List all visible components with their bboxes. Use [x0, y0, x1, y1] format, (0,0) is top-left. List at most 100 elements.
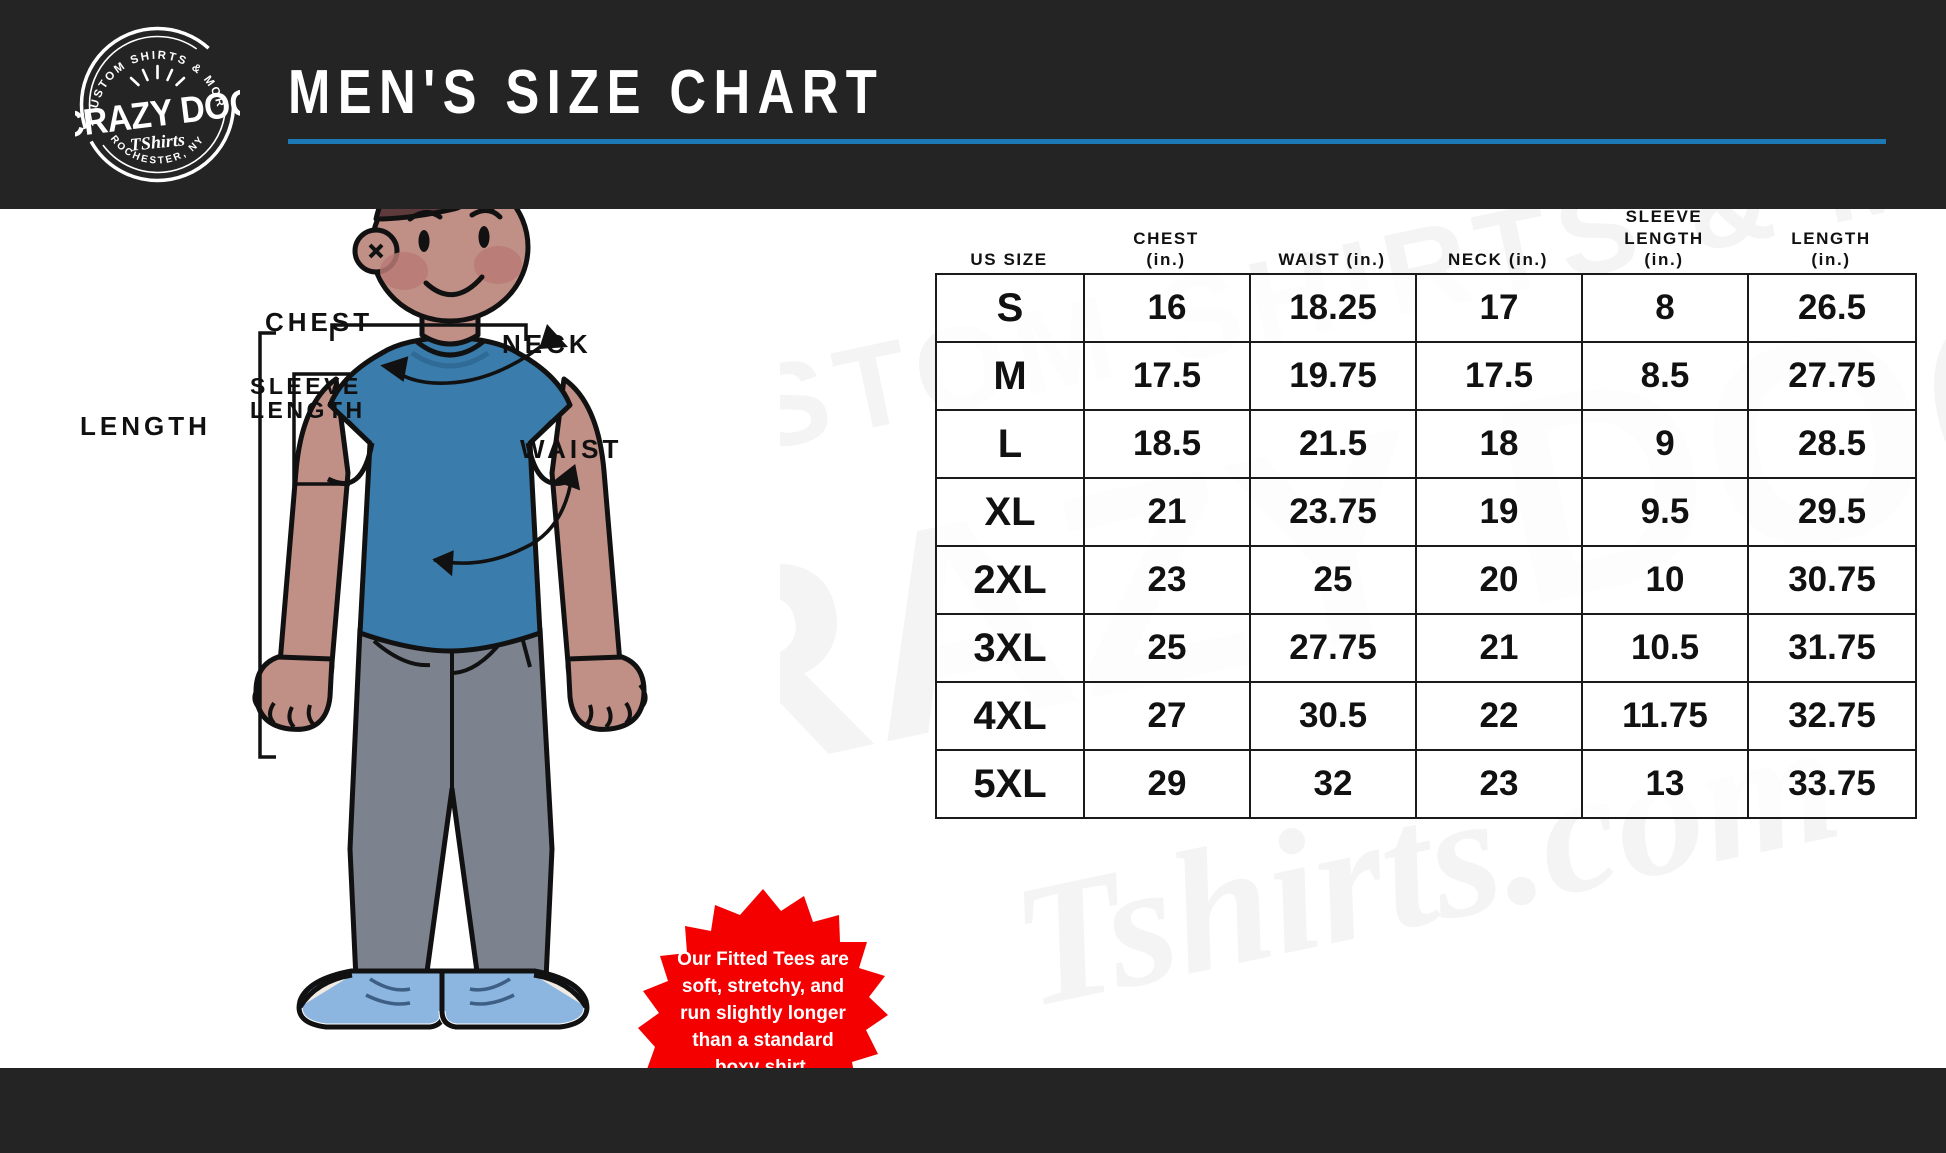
cell-neck: 21: [1415, 613, 1583, 683]
header-text-sleeve-length: SLEEVE LENGTH (in.): [1581, 209, 1747, 271]
cell-neck: 20: [1415, 545, 1583, 615]
page-header: CUSTOM SHIRTS & MORE ROCHESTER, NY CRAZY…: [0, 0, 1946, 209]
column-header-neck: NECK (in.): [1415, 209, 1581, 271]
cell-waist: 27.75: [1249, 613, 1417, 683]
table-row: 3XL 25 27.75 21 10.5 31.75: [935, 613, 1917, 683]
header-line: LENGTH: [1624, 228, 1704, 248]
column-header-us-size: US SIZE: [935, 209, 1083, 271]
crazy-dog-logo-icon: CUSTOM SHIRTS & MORE ROCHESTER, NY CRAZY…: [75, 22, 240, 183]
cell-sleeve_length: 9.5: [1581, 477, 1749, 547]
starburst-icon: [638, 889, 888, 1068]
cell-chest: 27: [1083, 681, 1251, 751]
cell-neck: 22: [1415, 681, 1583, 751]
table-row: 5XL 29 32 23 13 33.75: [935, 749, 1917, 819]
cell-waist: 19.75: [1249, 341, 1417, 411]
header-line: (in.): [1644, 250, 1684, 270]
table-row: S 16 18.25 17 8 26.5: [935, 273, 1917, 343]
cell-chest: 17.5: [1083, 341, 1251, 411]
cell-sleeve_length: 8.5: [1581, 341, 1749, 411]
badge-line-3: run slightly longer: [680, 1002, 846, 1024]
table-row: 2XL 23 25 20 10 30.75: [935, 545, 1917, 615]
cell-length: 33.75: [1747, 749, 1917, 819]
cell-length: 26.5: [1747, 273, 1917, 343]
label-chest: CHEST: [265, 307, 374, 337]
cell-chest: 16: [1083, 273, 1251, 343]
size-table-body: S 16 18.25 17 8 26.5 M 17.5 19.75 17.5 8.5 27.75 L 18…: [935, 273, 1917, 819]
badge-line-2: soft, stretchy, and: [681, 975, 845, 997]
cell-size-label: 4XL: [935, 681, 1085, 751]
measurement-illustration: CHEST NECK SLEEVE LENGTH WAIST LENGTH: [60, 209, 780, 1068]
header-text-neck: NECK (in.): [1415, 249, 1581, 271]
column-header-length: LENGTH (in.): [1747, 209, 1915, 271]
header-text-us-size: US SIZE: [935, 249, 1083, 271]
cell-sleeve_length: 9: [1581, 409, 1749, 479]
header-line: CHEST: [1133, 228, 1199, 248]
badge-line-1: Our Fitted Tees are: [677, 949, 849, 970]
cell-length: 31.75: [1747, 613, 1917, 683]
cell-neck: 17.5: [1415, 341, 1583, 411]
cell-sleeve_length: 10.5: [1581, 613, 1749, 683]
brand-logo[interactable]: CUSTOM SHIRTS & MORE ROCHESTER, NY CRAZY…: [75, 22, 240, 187]
cell-sleeve_length: 11.75: [1581, 681, 1749, 751]
cell-waist: 32: [1249, 749, 1417, 819]
header-text-length: LENGTH (in.): [1747, 228, 1915, 272]
table-row: 4XL 27 30.5 22 11.75 32.75: [935, 681, 1917, 751]
label-sleeve-line2: LENGTH: [250, 397, 366, 424]
badge-line-5: boxy shirt.: [714, 1056, 812, 1068]
size-chart-table: S 16 18.25 17 8 26.5 M 17.5 19.75 17.5 8.5 27.75 L 18…: [935, 273, 1917, 819]
cell-neck: 23: [1415, 749, 1583, 819]
header-text-chest: CHEST (in.): [1083, 228, 1249, 272]
size-chart-table-wrapper: US SIZE CHEST (in.) WAIST (in.) NECK (in…: [935, 209, 1917, 1049]
cell-sleeve_length: 8: [1581, 273, 1749, 343]
cell-size-label: 3XL: [935, 613, 1085, 683]
page-title: MEN'S SIZE CHART: [288, 58, 885, 127]
cell-size-label: 5XL: [935, 749, 1085, 819]
cell-waist: 21.5: [1249, 409, 1417, 479]
cell-waist: 18.25: [1249, 273, 1417, 343]
column-header-sleeve-length: SLEEVE LENGTH (in.): [1581, 209, 1747, 271]
header-text-waist: WAIST (in.): [1249, 249, 1415, 271]
cell-waist: 30.5: [1249, 681, 1417, 751]
cell-chest: 18.5: [1083, 409, 1251, 479]
label-neck: NECK: [502, 329, 592, 359]
header-line: WAIST (in.): [1278, 250, 1386, 270]
table-row: M 17.5 19.75 17.5 8.5 27.75: [935, 341, 1917, 411]
column-header-waist: WAIST (in.): [1249, 209, 1415, 271]
badge-line-4: than a standard: [692, 1029, 834, 1051]
label-waist: WAIST: [520, 434, 623, 464]
cell-chest: 21: [1083, 477, 1251, 547]
cell-neck: 19: [1415, 477, 1583, 547]
header-line: SLEEVE: [1625, 209, 1703, 226]
cell-length: 27.75: [1747, 341, 1917, 411]
fitted-tee-badge: Our Fitted Tees are soft, stretchy, and …: [638, 887, 888, 1068]
cell-sleeve_length: 10: [1581, 545, 1749, 615]
cell-neck: 18: [1415, 409, 1583, 479]
header-line: (in.): [1146, 250, 1186, 270]
header-line: NECK (in.): [1447, 250, 1549, 270]
table-row: XL 21 23.75 19 9.5 29.5: [935, 477, 1917, 547]
title-underline: [288, 139, 1886, 145]
cell-waist: 23.75: [1249, 477, 1417, 547]
cell-size-label: M: [935, 341, 1085, 411]
title-block: MEN'S SIZE CHART: [288, 58, 1888, 145]
label-sleeve-line1: SLEEVE: [250, 373, 362, 399]
column-header-chest: CHEST (in.): [1083, 209, 1249, 271]
cell-chest: 25: [1083, 613, 1251, 683]
cell-chest: 29: [1083, 749, 1251, 819]
table-row: L 18.5 21.5 18 9 28.5: [935, 409, 1917, 479]
cell-size-label: XL: [935, 477, 1085, 547]
cell-sleeve_length: 13: [1581, 749, 1749, 819]
header-line: US SIZE: [970, 250, 1048, 270]
cell-chest: 23: [1083, 545, 1251, 615]
cell-size-label: 2XL: [935, 545, 1085, 615]
badge-text: Our Fitted Tees are soft, stretchy, and …: [666, 947, 860, 1068]
cell-length: 29.5: [1747, 477, 1917, 547]
cell-neck: 17: [1415, 273, 1583, 343]
cell-length: 32.75: [1747, 681, 1917, 751]
cell-waist: 25: [1249, 545, 1417, 615]
header-line: LENGTH: [1791, 228, 1871, 248]
cell-size-label: S: [935, 273, 1085, 343]
content-area: CUSTOM SHIRTS & M CRAZY DOG Tshirts.com: [0, 209, 1946, 1068]
cell-length: 28.5: [1747, 409, 1917, 479]
header-line: (in.): [1811, 250, 1851, 270]
